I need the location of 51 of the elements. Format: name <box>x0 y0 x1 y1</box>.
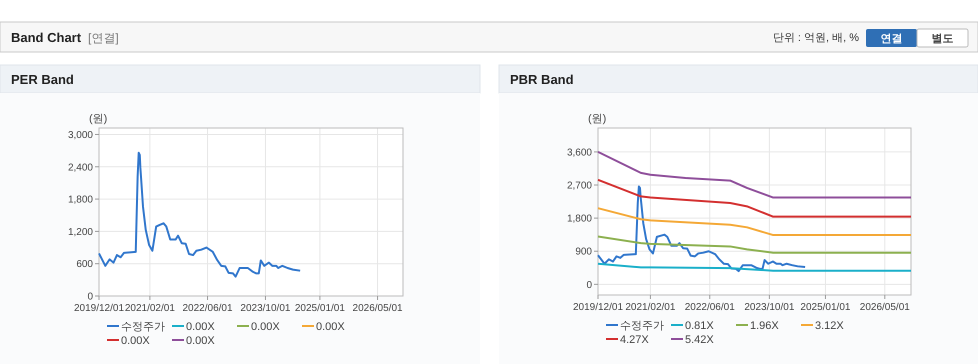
x-tick-label: 2026/05/01 <box>860 302 910 313</box>
line-series <box>597 185 806 272</box>
text: 별도 <box>932 33 954 45</box>
chart-title: PBR Band <box>510 72 574 87</box>
text: Band Chart <box>11 30 82 45</box>
y-tick-label: 1,800 <box>68 194 94 206</box>
x-tick-label: 2022/06/01 <box>182 303 233 314</box>
y-tick-label: 600 <box>76 259 94 270</box>
x-tick-label: 2023/10/01 <box>240 303 291 314</box>
y-axis-title: (원) <box>588 113 606 125</box>
text: [연결] <box>88 31 119 45</box>
legend-label: 3.12X <box>815 320 844 332</box>
legend-label: 수정주가 <box>620 320 664 332</box>
line-series <box>597 150 912 199</box>
y-tick-label: 1,800 <box>566 214 592 225</box>
line-series <box>597 178 912 218</box>
y-tick-label: 900 <box>575 246 592 258</box>
y-tick-label: 2,400 <box>68 162 94 174</box>
legend-label: 0.00X <box>316 321 346 333</box>
y-axis-title: (원) <box>89 113 108 125</box>
legend-label: 1.96X <box>750 320 780 332</box>
y-tick-label: 0 <box>87 292 94 302</box>
text: 단위 : 억원, 배, % <box>772 32 860 44</box>
legend-label: 0.00X <box>121 335 150 347</box>
legend-label: 0.00X <box>186 335 216 347</box>
x-tick-label: 2023/10/01 <box>744 302 795 313</box>
x-tick-label: 2022/06/01 <box>684 302 736 313</box>
x-tick-label: 2019/12/01 <box>572 302 624 313</box>
line-series <box>597 262 912 272</box>
line-series <box>98 152 302 278</box>
x-tick-label: 2021/02/01 <box>625 302 676 313</box>
y-tick-label: 3,000 <box>68 130 94 141</box>
x-tick-label: 2019/12/01 <box>74 303 124 314</box>
text: 연결 <box>880 33 902 45</box>
y-tick-label: 3,600 <box>566 147 592 158</box>
x-tick-label: 2025/01/01 <box>800 302 851 313</box>
chart-title: PER Band <box>11 72 74 87</box>
legend-label: 0.00X <box>251 321 280 333</box>
legend-label: 수정주가 <box>121 321 165 333</box>
line-series <box>597 207 912 236</box>
legend-label: 0.00X <box>186 321 216 333</box>
y-tick-label: 1,200 <box>68 226 94 238</box>
y-tick-label: 0 <box>586 280 592 291</box>
x-tick-label: 2021/02/01 <box>124 303 176 314</box>
legend-label: 0.81X <box>685 320 714 332</box>
y-tick-label: 2,700 <box>566 180 592 192</box>
line-series <box>597 236 912 254</box>
x-tick-label: 2026/05/01 <box>352 303 404 314</box>
legend-label: 5.42X <box>685 334 714 346</box>
legend-label: 4.27X <box>620 334 650 346</box>
x-tick-label: 2025/01/01 <box>294 303 346 314</box>
